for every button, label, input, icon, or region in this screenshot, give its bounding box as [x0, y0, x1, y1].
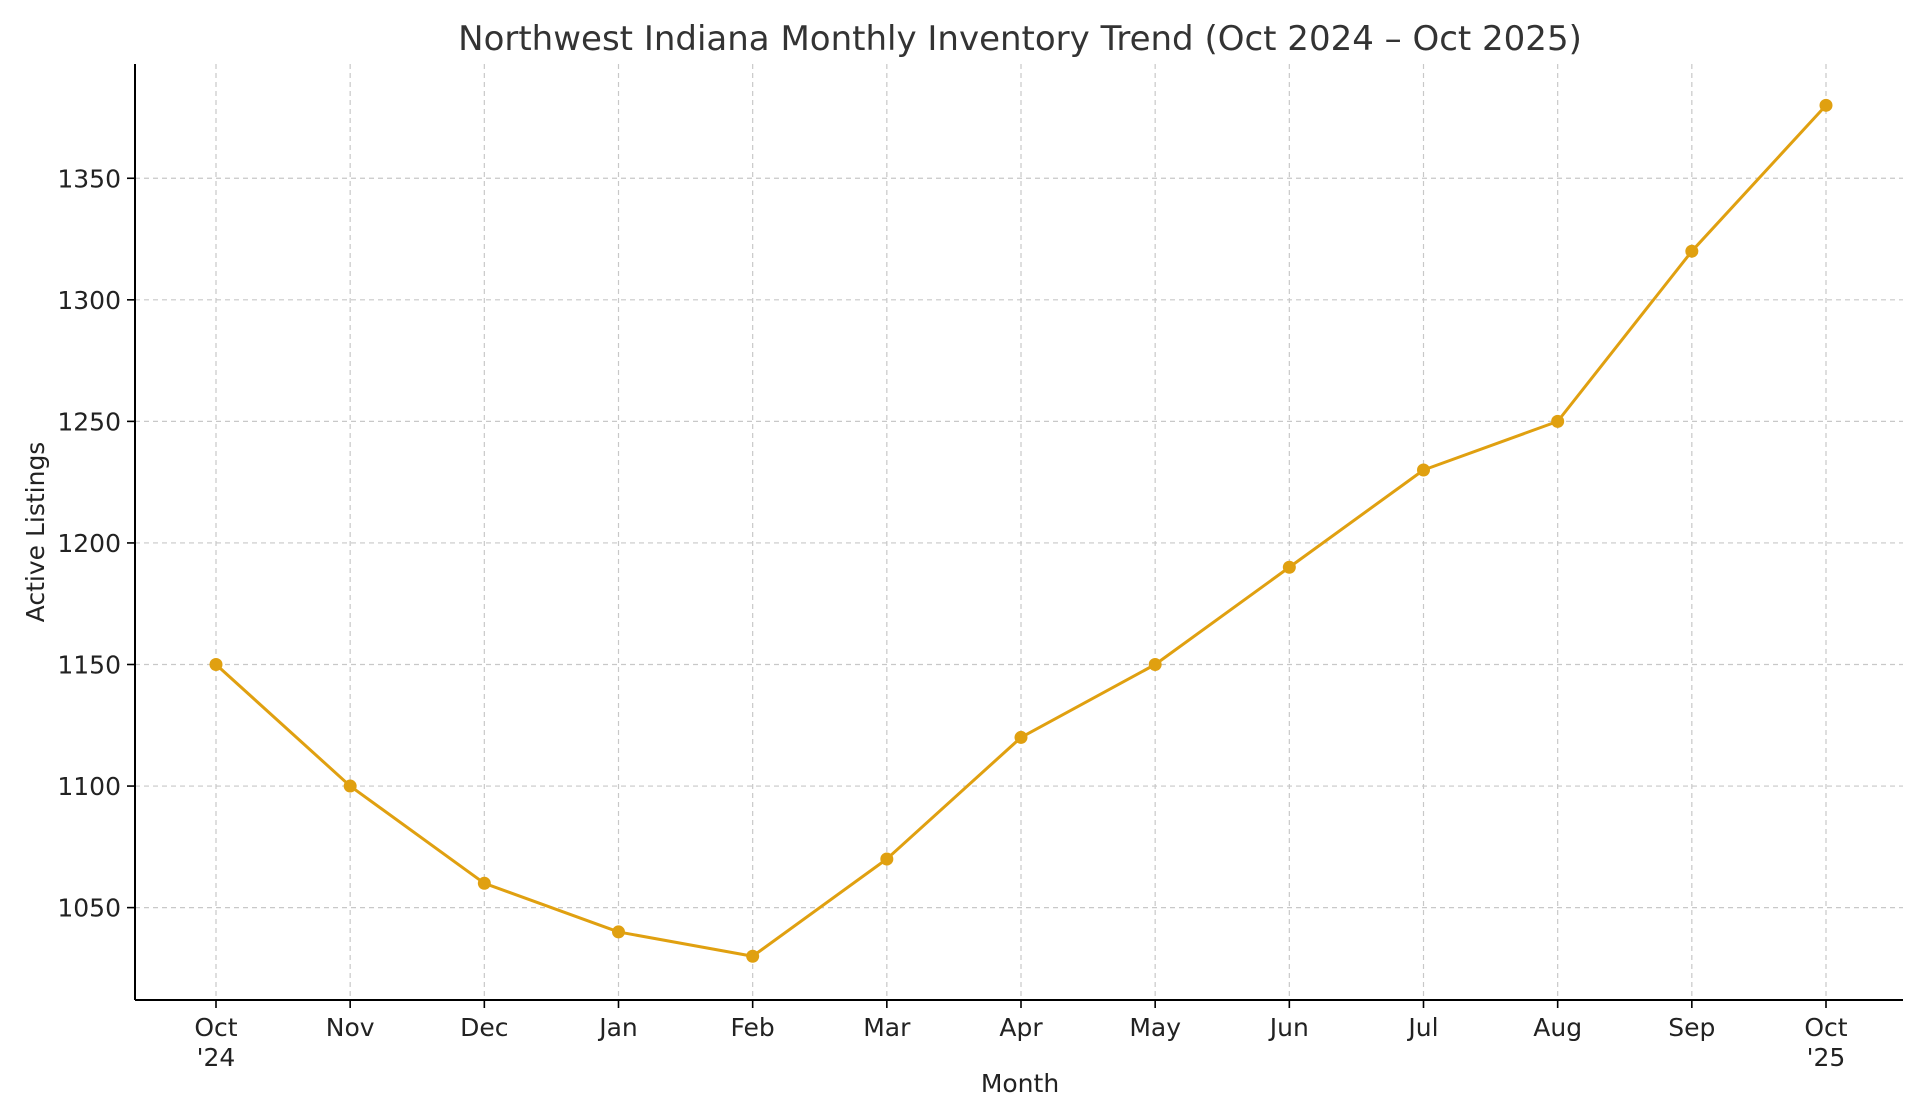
data-point — [1819, 98, 1833, 112]
grid-lines — [135, 64, 1903, 1000]
x-tick-label: Oct '25 — [1804, 1013, 1847, 1072]
data-point — [1417, 463, 1430, 477]
data-point — [1282, 560, 1296, 574]
x-tick-label: Dec — [460, 1013, 508, 1042]
x-tick-label-line: Aug — [1533, 1013, 1582, 1042]
y-axis-label: Active Listings — [21, 442, 50, 623]
x-tick-label-line: Sep — [1668, 1013, 1715, 1042]
y-ticks: 1050 1100 1150 1200 1250 1300 1350 — [57, 164, 135, 923]
y-tick-label: 1050 — [57, 894, 121, 923]
x-tick-label: Aug — [1533, 1013, 1582, 1042]
x-tick-label-line: Feb — [731, 1013, 775, 1042]
x-tick-label-line: '24 — [197, 1043, 236, 1072]
x-tick-label-line: Nov — [326, 1013, 375, 1042]
x-tick-label: Jan — [597, 1013, 638, 1042]
x-tick-label-line: Oct — [194, 1013, 237, 1042]
data-point — [477, 876, 491, 890]
x-tick-label: May — [1129, 1013, 1181, 1042]
x-tick-label: Nov — [326, 1013, 375, 1042]
x-tick-label-line: '25 — [1807, 1043, 1846, 1072]
x-tick-label-line: May — [1129, 1013, 1181, 1042]
x-tick-label: Sep — [1668, 1013, 1715, 1042]
x-tick-label-line: Dec — [460, 1013, 508, 1042]
data-point — [1551, 414, 1565, 428]
data-point — [746, 949, 760, 963]
x-tick-label: Oct '24 — [194, 1013, 237, 1072]
y-tick-label: 1100 — [57, 772, 121, 801]
axes — [134, 64, 1903, 1001]
data-point — [612, 925, 625, 939]
data-point — [343, 779, 357, 793]
y-tick-label: 1300 — [57, 286, 121, 315]
series-line — [214, 104, 1828, 958]
y-tick-label: 1350 — [57, 164, 121, 193]
y-tick-label: 1200 — [57, 529, 121, 558]
data-point — [1014, 730, 1028, 744]
x-tick-label-line: Jun — [1268, 1013, 1309, 1042]
x-tick-label: Jun — [1268, 1013, 1309, 1042]
x-tick-label-line: Mar — [863, 1013, 911, 1042]
x-tick-label: Mar — [863, 1013, 911, 1042]
series — [209, 98, 1833, 963]
x-tick-label: Feb — [731, 1013, 775, 1042]
x-tick-label: Jul — [1406, 1013, 1438, 1042]
x-tick-label: Apr — [999, 1013, 1043, 1042]
data-point — [880, 852, 894, 866]
x-tick-label-line: Jan — [597, 1013, 638, 1042]
data-point — [209, 657, 223, 671]
data-point — [1148, 657, 1162, 671]
y-tick-label: 1150 — [57, 650, 121, 679]
x-tick-label-line: Oct — [1804, 1013, 1847, 1042]
data-point — [1685, 244, 1699, 258]
chart-title: Northwest Indiana Monthly Inventory Tren… — [458, 19, 1582, 59]
x-axis-label: Month — [981, 1069, 1059, 1098]
x-tick-label-line: Apr — [999, 1013, 1043, 1042]
y-tick-label: 1250 — [57, 407, 121, 436]
x-tick-label-line: Jul — [1406, 1013, 1438, 1042]
